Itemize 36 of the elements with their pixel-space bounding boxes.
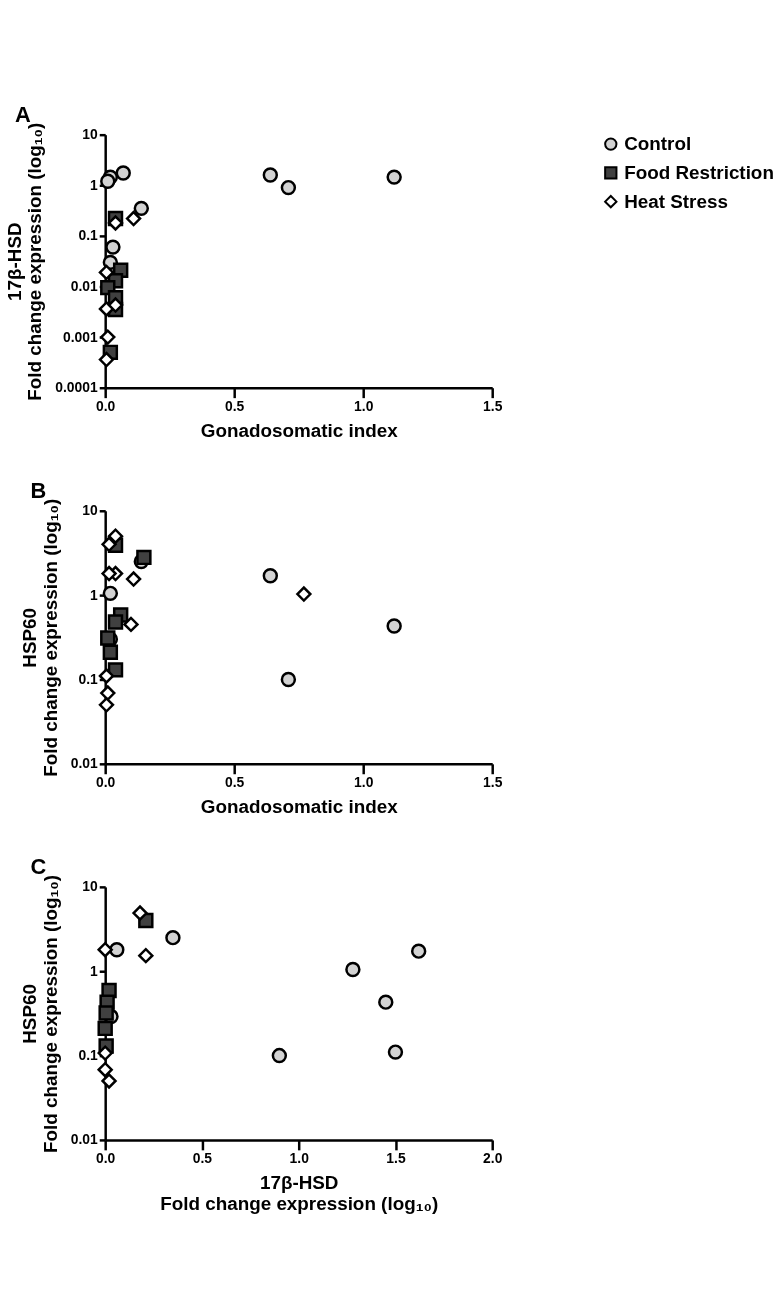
x-tick-label: 0.0 xyxy=(96,398,116,415)
legend-label: Heat Stress xyxy=(624,190,728,212)
x-tick-label: 0.5 xyxy=(225,398,245,415)
y-tick-label: 1 xyxy=(90,176,99,193)
x-tick-label: 1.0 xyxy=(354,398,374,415)
y-axis-title: HSP60 Fold change expression (log₁₀) xyxy=(18,874,61,1153)
x-tick-label: 0.0 xyxy=(96,774,116,791)
y-axis-title: 17β-HSD Fold change expression (log₁₀) xyxy=(3,122,46,401)
y-tick-label: 0.1 xyxy=(78,1047,99,1064)
x-tick-label: 1.5 xyxy=(483,774,503,791)
x-axis-title: Gonadosomatic index xyxy=(200,419,399,441)
y-tick-label: 0.0001 xyxy=(55,379,99,396)
y-tick-label: 1 xyxy=(90,586,99,603)
legend-label: Control xyxy=(624,133,692,155)
y-tick-label: 1 xyxy=(90,962,99,979)
x-axis-title: Gonadosomatic index xyxy=(200,795,399,817)
y-tick-label: 0.1 xyxy=(78,670,99,687)
x-tick-label: 1.5 xyxy=(386,1150,406,1167)
x-tick-label: 0.5 xyxy=(225,774,245,791)
y-tick-label: 0.1 xyxy=(78,227,99,244)
x-tick-label: 0.0 xyxy=(96,1150,116,1167)
y-axis-title: HSP60 Fold change expression (log₁₀) xyxy=(18,498,61,777)
y-tick-label: 10 xyxy=(82,126,99,143)
y-tick-label: 10 xyxy=(82,502,99,519)
y-tick-label: 0.01 xyxy=(70,1131,99,1148)
x-tick-label: 1.5 xyxy=(483,398,503,415)
legend-label: Food Restriction xyxy=(624,161,774,183)
x-tick-label: 1.0 xyxy=(289,1150,310,1167)
y-tick-label: 0.01 xyxy=(70,277,99,294)
y-tick-label: 0.001 xyxy=(63,328,99,345)
x-tick-label: 2.0 xyxy=(483,1150,503,1167)
y-tick-label: 0.01 xyxy=(70,755,99,772)
x-axis-title: 17β-HSD Fold change expression (log₁₀) xyxy=(160,1172,439,1214)
x-tick-label: 0.5 xyxy=(192,1150,213,1167)
x-tick-label: 1.0 xyxy=(354,774,374,791)
y-tick-label: 10 xyxy=(82,878,99,895)
